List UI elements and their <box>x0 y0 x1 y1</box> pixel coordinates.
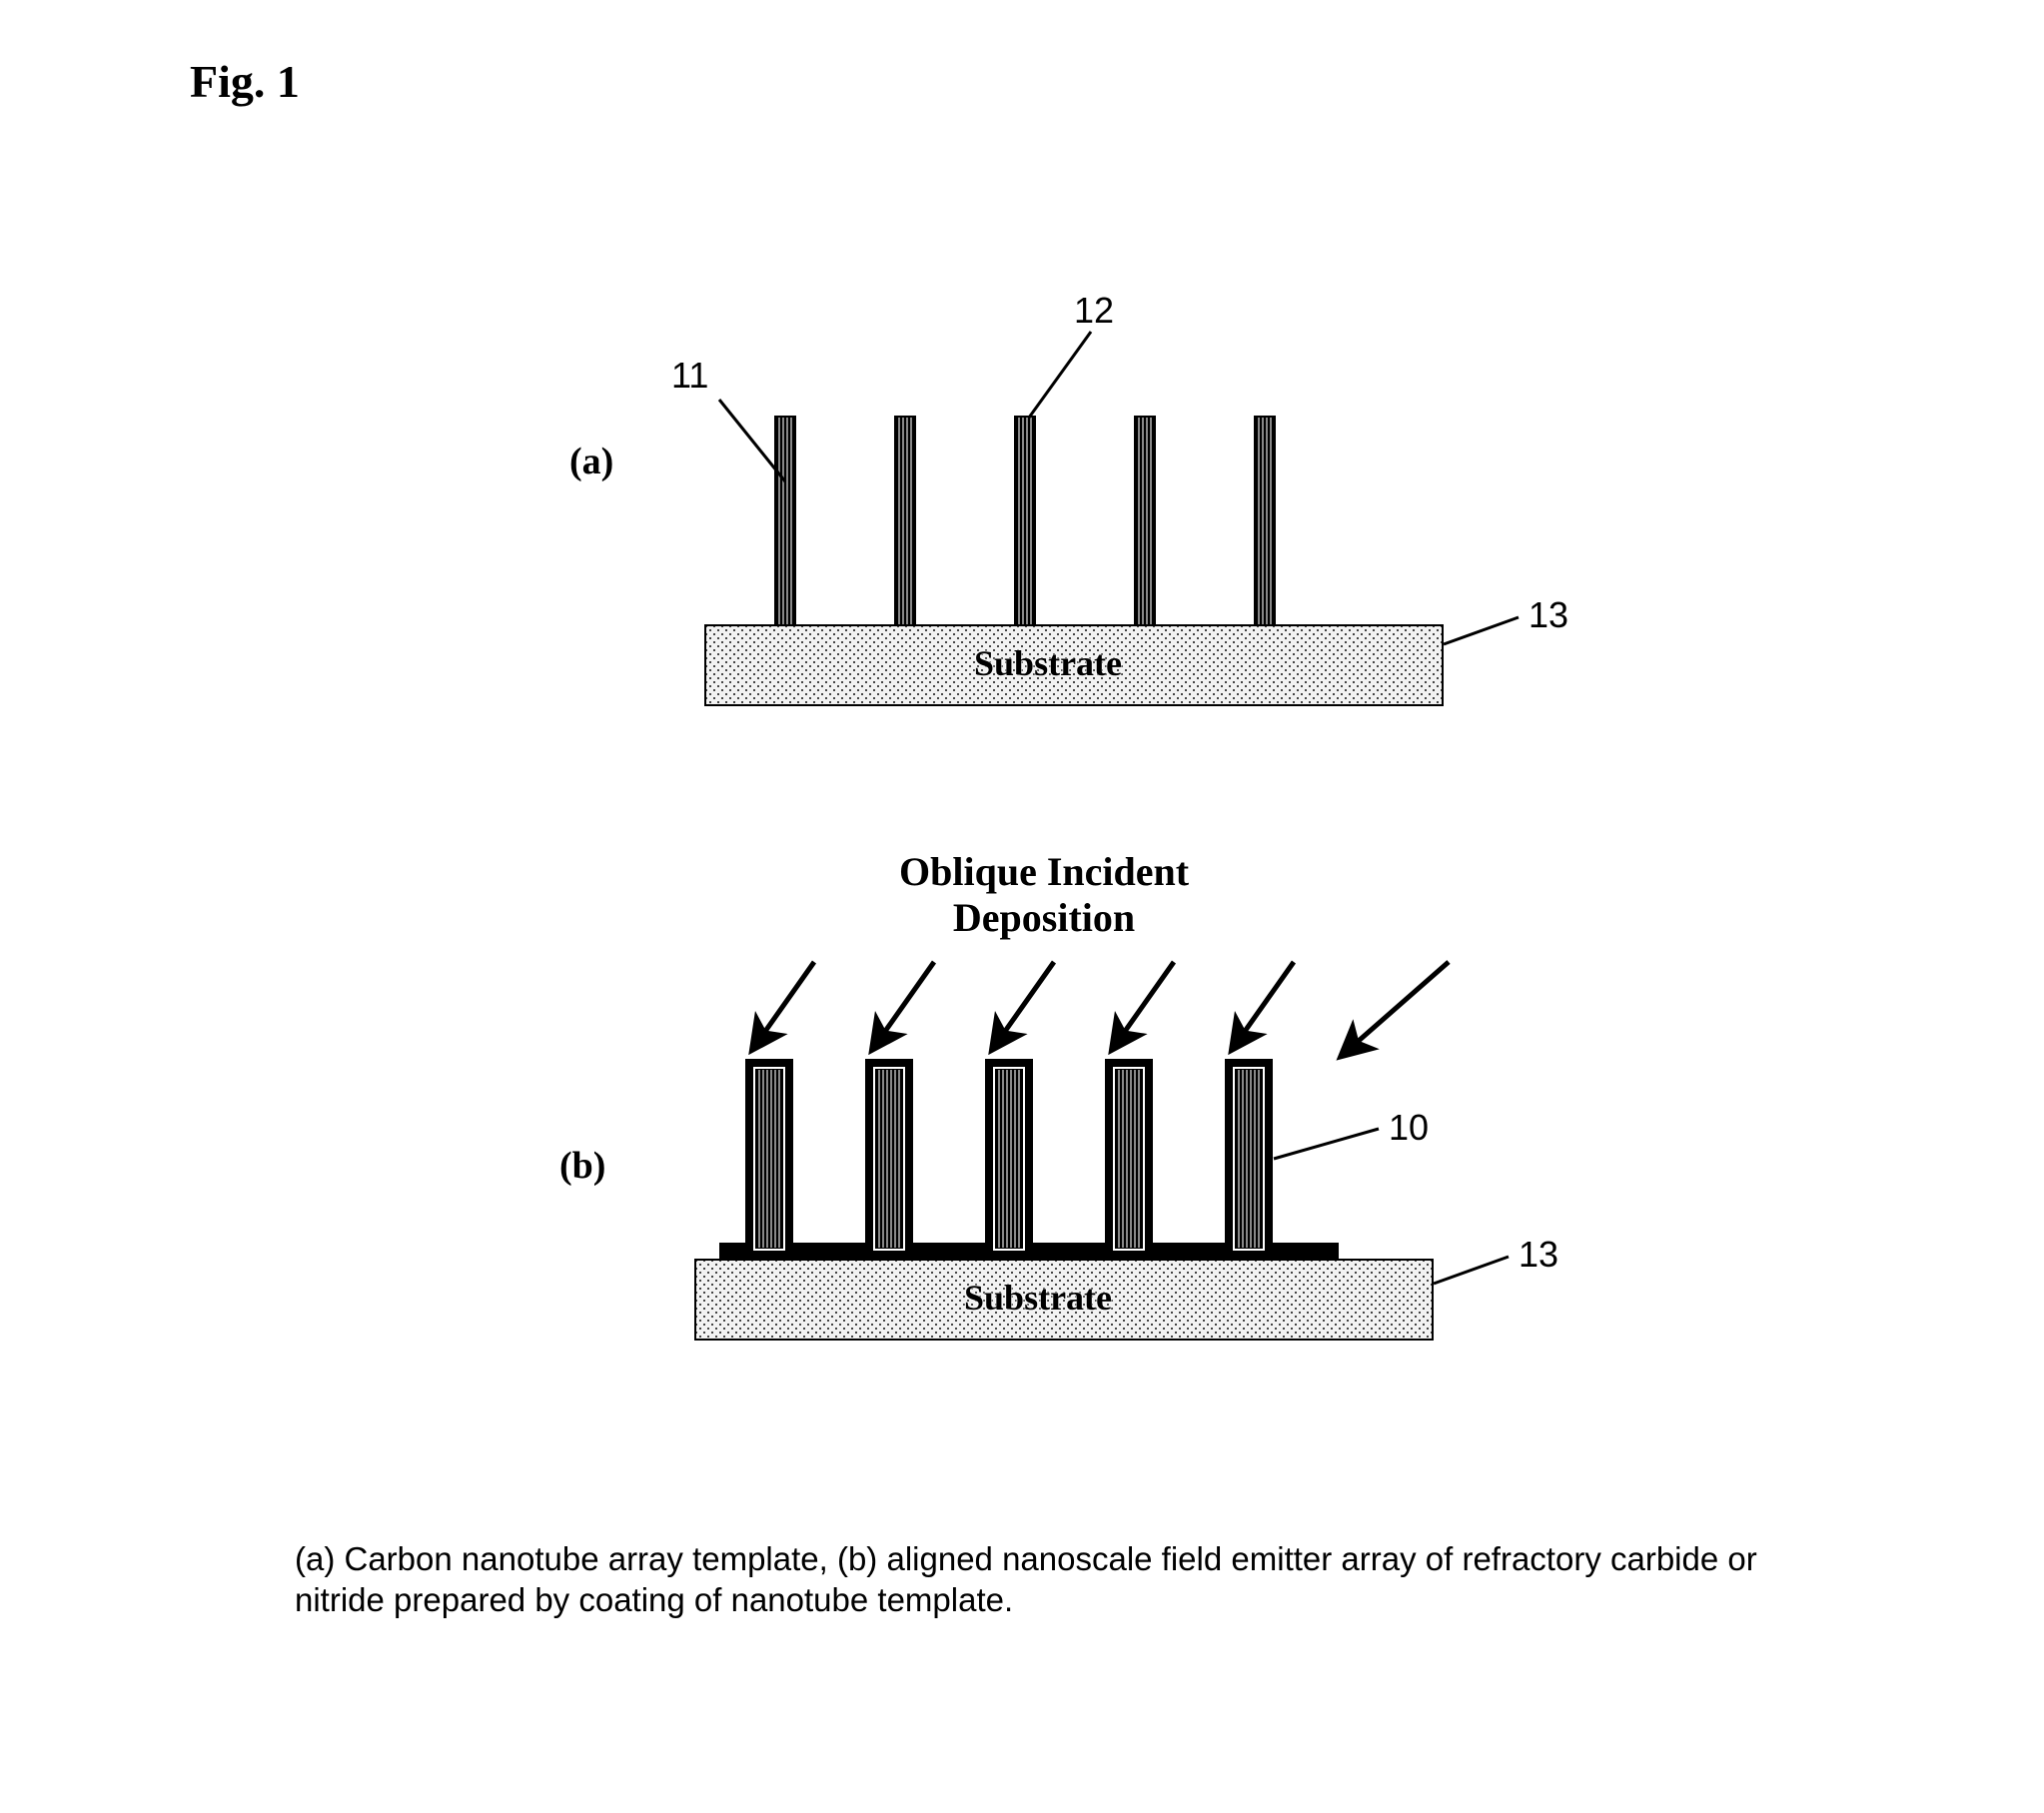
leader-13a <box>1444 617 1519 644</box>
leader-10 <box>1274 1129 1379 1159</box>
leader-11 <box>719 400 785 481</box>
leader-12 <box>1029 332 1091 418</box>
deposition-arrows <box>754 962 1449 1054</box>
figure-caption: (a) Carbon nanotube array template, (b) … <box>295 1538 1843 1621</box>
figure-page: Fig. 1 (a) Substrate 11 12 13 (b) Obliqu… <box>0 0 2044 1813</box>
leader-13b <box>1434 1257 1509 1284</box>
